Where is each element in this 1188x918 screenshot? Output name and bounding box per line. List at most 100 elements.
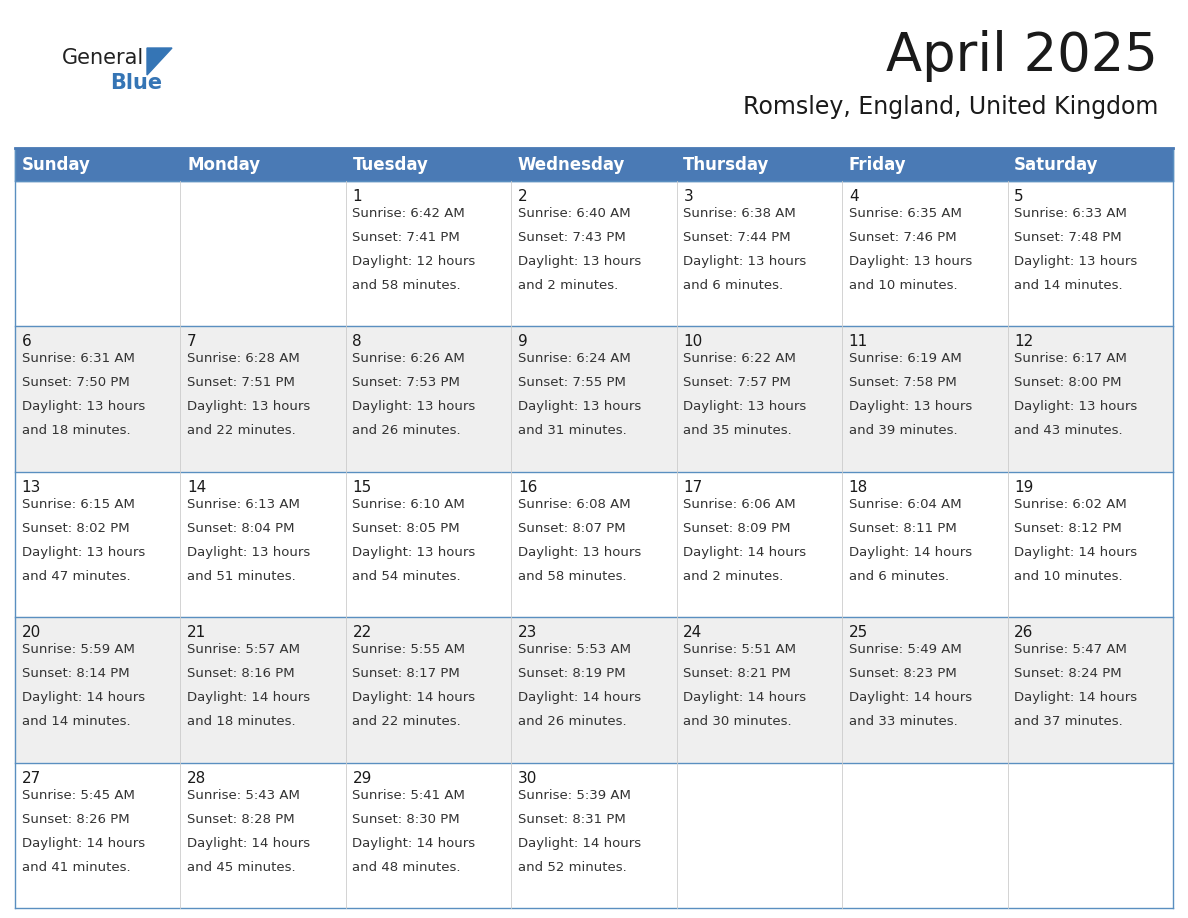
Text: Sunset: 8:26 PM: Sunset: 8:26 PM xyxy=(21,812,129,825)
Text: Sunset: 8:30 PM: Sunset: 8:30 PM xyxy=(353,812,460,825)
Text: Sunrise: 6:10 AM: Sunrise: 6:10 AM xyxy=(353,498,466,510)
Text: Daylight: 14 hours: Daylight: 14 hours xyxy=(683,546,807,559)
Text: and 26 minutes.: and 26 minutes. xyxy=(353,424,461,437)
Text: 7: 7 xyxy=(187,334,197,350)
Text: Daylight: 13 hours: Daylight: 13 hours xyxy=(353,400,475,413)
Text: 17: 17 xyxy=(683,480,702,495)
Text: Sunrise: 6:24 AM: Sunrise: 6:24 AM xyxy=(518,353,631,365)
Text: 24: 24 xyxy=(683,625,702,640)
Text: Daylight: 14 hours: Daylight: 14 hours xyxy=(1015,691,1137,704)
Text: Sunrise: 5:57 AM: Sunrise: 5:57 AM xyxy=(187,644,301,656)
Text: Daylight: 13 hours: Daylight: 13 hours xyxy=(187,400,310,413)
Text: 19: 19 xyxy=(1015,480,1034,495)
Text: April 2025: April 2025 xyxy=(886,30,1158,82)
Text: Sunset: 7:51 PM: Sunset: 7:51 PM xyxy=(187,376,295,389)
Text: 12: 12 xyxy=(1015,334,1034,350)
Text: 4: 4 xyxy=(848,189,859,204)
Text: and 18 minutes.: and 18 minutes. xyxy=(187,715,296,728)
Text: Daylight: 13 hours: Daylight: 13 hours xyxy=(518,400,642,413)
Text: 11: 11 xyxy=(848,334,868,350)
Text: Sunrise: 6:31 AM: Sunrise: 6:31 AM xyxy=(21,353,134,365)
Text: and 35 minutes.: and 35 minutes. xyxy=(683,424,792,437)
Text: 25: 25 xyxy=(848,625,868,640)
Text: Daylight: 14 hours: Daylight: 14 hours xyxy=(21,691,145,704)
Text: Daylight: 14 hours: Daylight: 14 hours xyxy=(848,691,972,704)
Text: Sunrise: 6:13 AM: Sunrise: 6:13 AM xyxy=(187,498,299,510)
Text: Sunset: 8:09 PM: Sunset: 8:09 PM xyxy=(683,521,791,535)
Text: 22: 22 xyxy=(353,625,372,640)
Text: Sunrise: 5:49 AM: Sunrise: 5:49 AM xyxy=(848,644,961,656)
Text: 26: 26 xyxy=(1015,625,1034,640)
Text: Sunrise: 6:38 AM: Sunrise: 6:38 AM xyxy=(683,207,796,220)
Text: 9: 9 xyxy=(518,334,527,350)
Text: Sunset: 8:23 PM: Sunset: 8:23 PM xyxy=(848,667,956,680)
Text: 27: 27 xyxy=(21,770,40,786)
Text: Sunset: 7:53 PM: Sunset: 7:53 PM xyxy=(353,376,460,389)
Text: Daylight: 14 hours: Daylight: 14 hours xyxy=(518,836,642,849)
Text: and 52 minutes.: and 52 minutes. xyxy=(518,860,626,874)
Text: Sunset: 7:46 PM: Sunset: 7:46 PM xyxy=(848,231,956,244)
Text: Sunset: 8:19 PM: Sunset: 8:19 PM xyxy=(518,667,626,680)
Text: Sunrise: 5:41 AM: Sunrise: 5:41 AM xyxy=(353,789,466,801)
Text: Daylight: 14 hours: Daylight: 14 hours xyxy=(1015,546,1137,559)
Bar xyxy=(15,472,1173,617)
Text: and 41 minutes.: and 41 minutes. xyxy=(21,860,131,874)
Text: 5: 5 xyxy=(1015,189,1024,204)
Text: Sunday: Sunday xyxy=(21,155,90,174)
Text: Sunset: 8:00 PM: Sunset: 8:00 PM xyxy=(1015,376,1121,389)
Text: Thursday: Thursday xyxy=(683,155,770,174)
Text: Friday: Friday xyxy=(848,155,906,174)
Text: Sunset: 8:05 PM: Sunset: 8:05 PM xyxy=(353,521,460,535)
Text: Sunset: 8:28 PM: Sunset: 8:28 PM xyxy=(187,812,295,825)
Text: Daylight: 14 hours: Daylight: 14 hours xyxy=(848,546,972,559)
Text: and 2 minutes.: and 2 minutes. xyxy=(683,570,784,583)
Text: Sunset: 8:16 PM: Sunset: 8:16 PM xyxy=(187,667,295,680)
Text: Sunset: 8:07 PM: Sunset: 8:07 PM xyxy=(518,521,626,535)
Text: Daylight: 14 hours: Daylight: 14 hours xyxy=(353,691,475,704)
Text: and 54 minutes.: and 54 minutes. xyxy=(353,570,461,583)
Text: Daylight: 14 hours: Daylight: 14 hours xyxy=(683,691,807,704)
Text: Daylight: 13 hours: Daylight: 13 hours xyxy=(21,546,145,559)
Text: 21: 21 xyxy=(187,625,207,640)
Text: Daylight: 13 hours: Daylight: 13 hours xyxy=(683,255,807,268)
Text: and 14 minutes.: and 14 minutes. xyxy=(21,715,131,728)
Text: and 22 minutes.: and 22 minutes. xyxy=(187,424,296,437)
Text: Wednesday: Wednesday xyxy=(518,155,625,174)
Text: Daylight: 14 hours: Daylight: 14 hours xyxy=(353,836,475,849)
Text: Daylight: 14 hours: Daylight: 14 hours xyxy=(21,836,145,849)
Text: and 31 minutes.: and 31 minutes. xyxy=(518,424,626,437)
Text: Sunset: 7:55 PM: Sunset: 7:55 PM xyxy=(518,376,626,389)
Text: Sunset: 7:41 PM: Sunset: 7:41 PM xyxy=(353,231,460,244)
Text: Daylight: 13 hours: Daylight: 13 hours xyxy=(187,546,310,559)
Text: Blue: Blue xyxy=(110,73,162,93)
Text: Daylight: 13 hours: Daylight: 13 hours xyxy=(1015,400,1137,413)
Text: and 33 minutes.: and 33 minutes. xyxy=(848,715,958,728)
Text: Monday: Monday xyxy=(187,155,260,174)
Text: and 47 minutes.: and 47 minutes. xyxy=(21,570,131,583)
Text: 8: 8 xyxy=(353,334,362,350)
Text: Sunset: 7:58 PM: Sunset: 7:58 PM xyxy=(848,376,956,389)
Bar xyxy=(15,148,1173,181)
Text: Sunrise: 6:22 AM: Sunrise: 6:22 AM xyxy=(683,353,796,365)
Text: Saturday: Saturday xyxy=(1015,155,1099,174)
Text: Sunset: 8:24 PM: Sunset: 8:24 PM xyxy=(1015,667,1121,680)
Text: and 37 minutes.: and 37 minutes. xyxy=(1015,715,1123,728)
Text: Sunrise: 6:42 AM: Sunrise: 6:42 AM xyxy=(353,207,466,220)
Text: Daylight: 13 hours: Daylight: 13 hours xyxy=(353,546,475,559)
Text: and 51 minutes.: and 51 minutes. xyxy=(187,570,296,583)
Text: and 18 minutes.: and 18 minutes. xyxy=(21,424,131,437)
Bar xyxy=(15,763,1173,908)
Text: Daylight: 13 hours: Daylight: 13 hours xyxy=(848,400,972,413)
Text: Sunset: 7:48 PM: Sunset: 7:48 PM xyxy=(1015,231,1121,244)
Text: and 6 minutes.: and 6 minutes. xyxy=(848,570,949,583)
Text: and 45 minutes.: and 45 minutes. xyxy=(187,860,296,874)
Text: Daylight: 13 hours: Daylight: 13 hours xyxy=(518,546,642,559)
Text: and 30 minutes.: and 30 minutes. xyxy=(683,715,792,728)
Text: Sunrise: 6:02 AM: Sunrise: 6:02 AM xyxy=(1015,498,1127,510)
Text: 30: 30 xyxy=(518,770,537,786)
Text: and 14 minutes.: and 14 minutes. xyxy=(1015,279,1123,292)
Text: Sunrise: 6:08 AM: Sunrise: 6:08 AM xyxy=(518,498,631,510)
Text: Sunrise: 5:45 AM: Sunrise: 5:45 AM xyxy=(21,789,134,801)
Polygon shape xyxy=(147,48,172,75)
Text: Sunrise: 6:06 AM: Sunrise: 6:06 AM xyxy=(683,498,796,510)
